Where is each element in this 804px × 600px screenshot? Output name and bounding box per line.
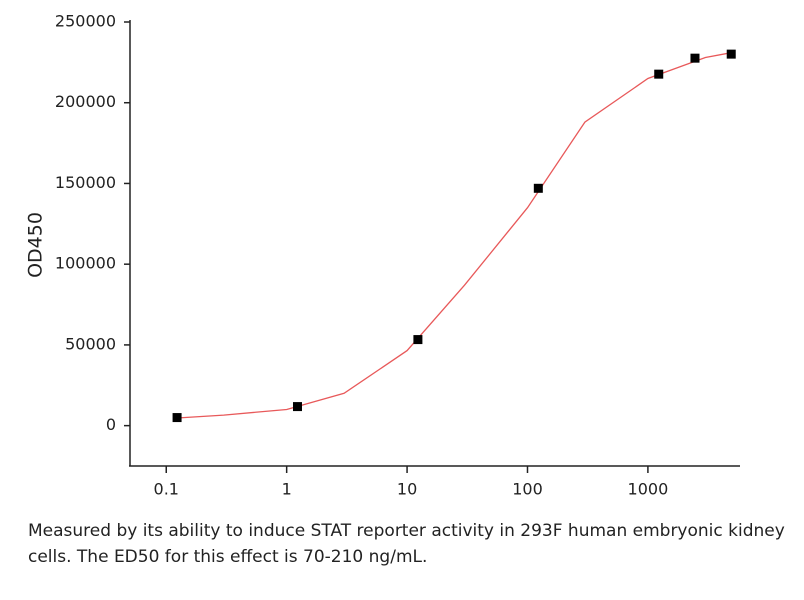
point xyxy=(726,49,736,59)
point xyxy=(654,69,664,79)
point xyxy=(533,183,543,193)
y-tick-label: 50000 xyxy=(65,334,116,353)
x-tick-label: 100 xyxy=(512,480,543,499)
point xyxy=(292,402,302,412)
x-tick-label: 0.1 xyxy=(154,480,179,499)
y-tick-label: 200000 xyxy=(55,92,116,111)
y-tick-label: 0 xyxy=(106,415,116,434)
fit-line xyxy=(177,52,732,419)
x-tick-label: 1000 xyxy=(628,480,669,499)
point xyxy=(413,335,423,345)
y-axis-label: OD450 xyxy=(25,212,47,278)
x-tick-label: 10 xyxy=(397,480,417,499)
caption: Measured by its ability to induce STAT r… xyxy=(28,521,785,567)
point xyxy=(172,413,182,423)
y-tick-label: 250000 xyxy=(55,12,116,31)
point xyxy=(690,53,700,63)
y-tick-label: 150000 xyxy=(55,173,116,192)
x-tick-label: 1 xyxy=(282,480,292,499)
chart: OD450 0 50000 100000 150000 200000 250000 0.1 1… xyxy=(25,12,740,499)
y-tick-label: 100000 xyxy=(55,254,116,273)
